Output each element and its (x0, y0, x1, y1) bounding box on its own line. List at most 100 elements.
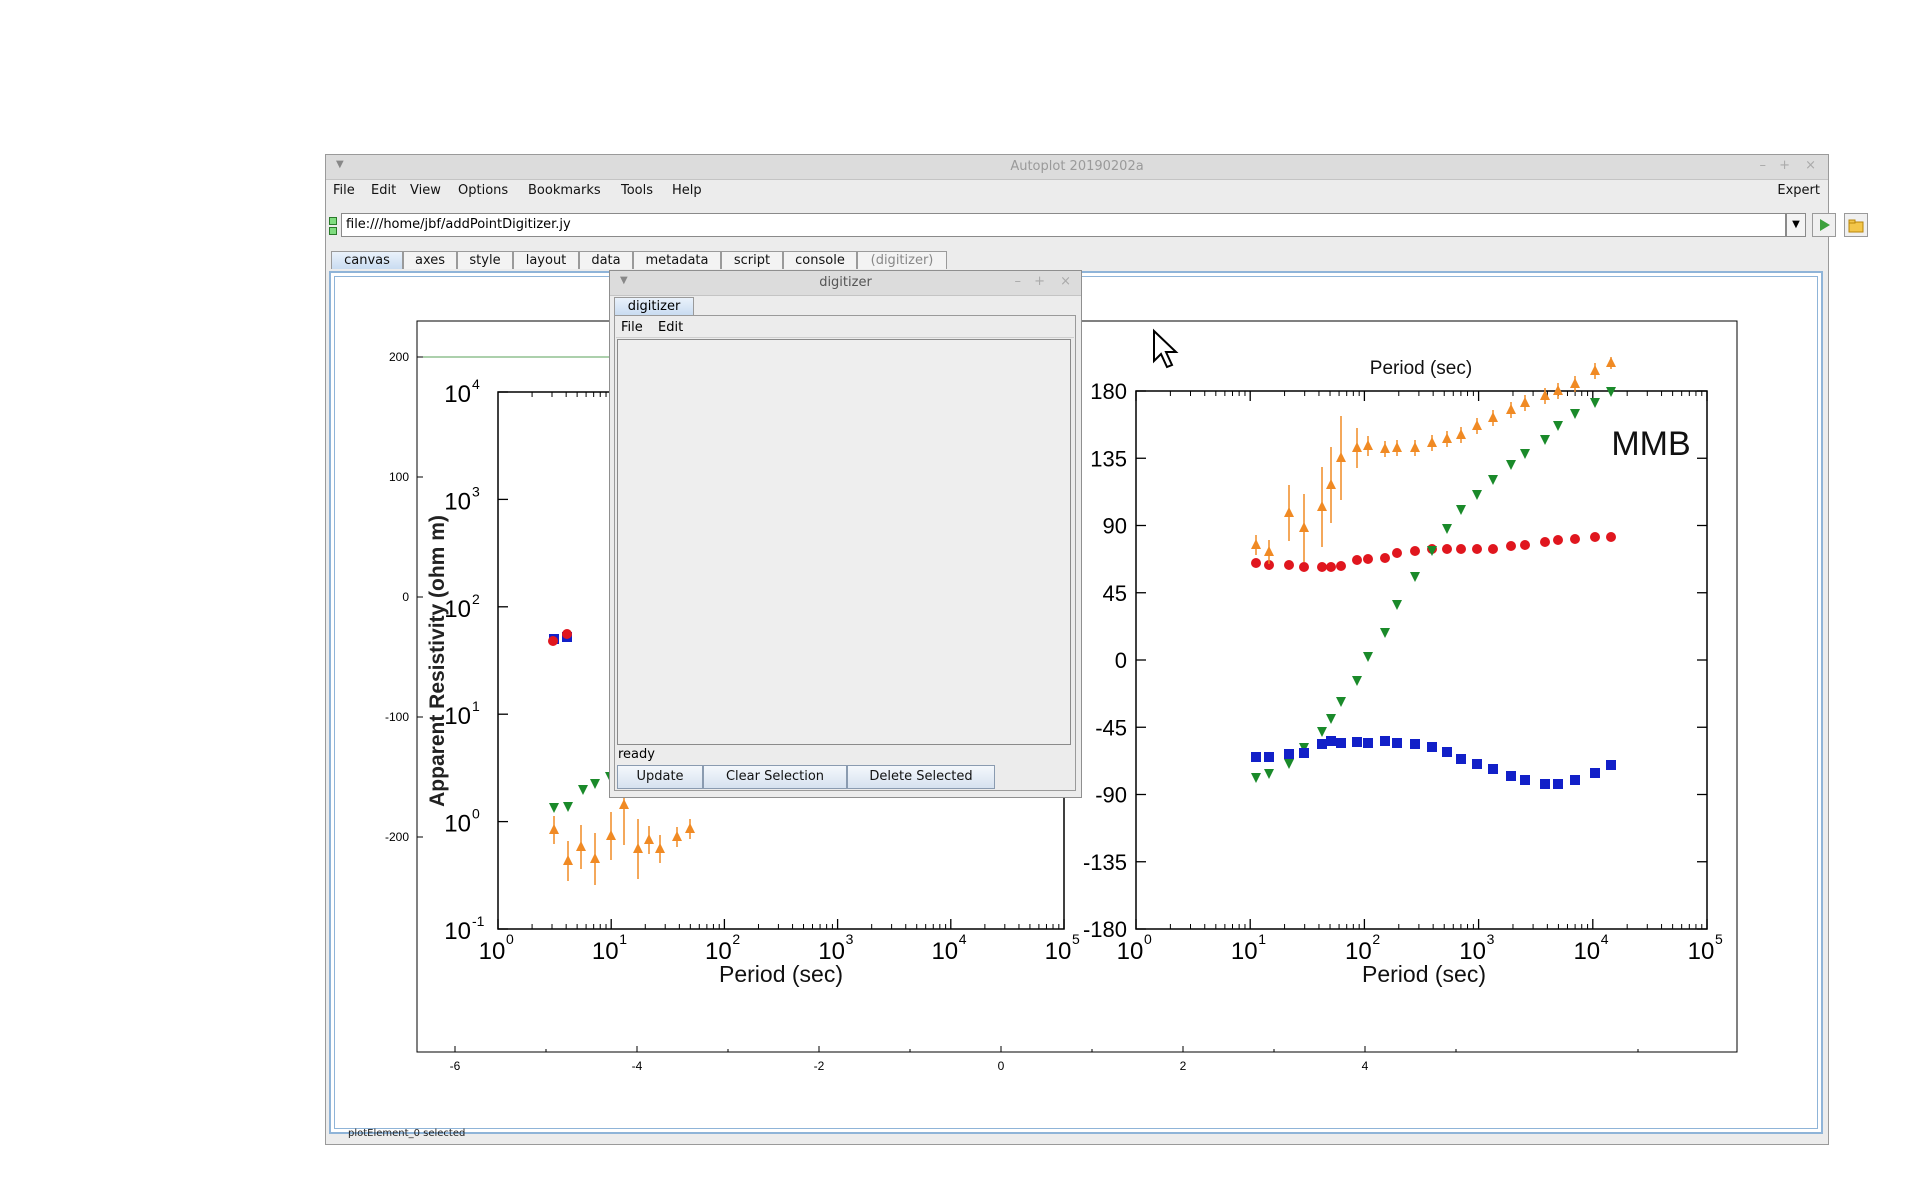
right-x-tick-exp: 2 (1372, 931, 1380, 947)
digitizer-titlebar[interactable]: ▼ digitizer – + × (610, 271, 1081, 296)
tab-axes[interactable]: axes (403, 251, 457, 269)
minimize-button[interactable]: – (1759, 158, 1767, 173)
digitizer-minimize-button[interactable]: – (1014, 274, 1022, 289)
blue-marker (1427, 742, 1437, 752)
blue-marker (1392, 738, 1402, 748)
folder-icon (1848, 219, 1864, 233)
outer-x-tick-label: -2 (814, 1059, 825, 1073)
tab-metadata[interactable]: metadata (633, 251, 721, 269)
chevron-down-icon: ▼ (1792, 219, 1800, 230)
menu-file[interactable]: File (333, 183, 355, 198)
outer-x-tick-label: 0 (998, 1059, 1005, 1073)
green-marker (1506, 460, 1516, 470)
orange-marker (633, 843, 643, 853)
right-panel-top-label: Period (sec) (1370, 358, 1472, 379)
address-bar: file:///home/jbf/addPointDigitizer.jy ▼ (326, 211, 1868, 241)
orange-marker (1442, 433, 1452, 443)
green-marker (1427, 546, 1437, 556)
blue-marker (1284, 749, 1294, 759)
menu-edit[interactable]: Edit (371, 183, 397, 198)
right-x-tick-label: 10 (1688, 938, 1715, 965)
green-marker (1352, 676, 1362, 686)
red-marker (1606, 532, 1616, 542)
blue-marker (1606, 760, 1616, 770)
close-button[interactable]: × (1805, 158, 1816, 173)
digitizer-menu-file[interactable]: File (621, 320, 643, 335)
menu-view[interactable]: View (410, 183, 441, 198)
tab-console[interactable]: console (783, 251, 857, 269)
right-y-tick-label: 90 (1103, 514, 1127, 539)
blue-marker (1590, 768, 1600, 778)
outer-y-tick-label: 100 (389, 470, 409, 484)
red-marker (1299, 562, 1309, 572)
orange-marker (1363, 440, 1373, 450)
menu-bookmarks[interactable]: Bookmarks (528, 183, 601, 198)
digitizer-title: digitizer (819, 275, 872, 290)
orange-marker (1264, 546, 1274, 556)
update-button[interactable]: Update (617, 765, 703, 789)
tab-style[interactable]: style (457, 251, 513, 269)
maximize-button[interactable]: + (1779, 158, 1790, 173)
green-marker (1456, 505, 1466, 515)
left-x-tick-label: 10 (479, 938, 506, 965)
outer-x-tick-label: -6 (450, 1059, 461, 1073)
play-icon (1820, 219, 1830, 231)
red-marker (1442, 544, 1452, 554)
run-button[interactable] (1812, 213, 1836, 237)
window-menu-icon[interactable]: ▼ (336, 159, 344, 170)
red-marker (1456, 544, 1466, 554)
green-marker (1251, 773, 1261, 783)
green-marker (1540, 435, 1550, 445)
red-marker (1520, 540, 1530, 550)
left-x-tick-label: 10 (705, 938, 732, 965)
status-text: plotElement_0 selected (348, 1128, 466, 1139)
address-input[interactable]: file:///home/jbf/addPointDigitizer.jy (341, 213, 1786, 237)
menu-tools[interactable]: Tools (621, 183, 654, 198)
right-y-tick-label: 180 (1090, 379, 1127, 404)
menu-help[interactable]: Help (672, 183, 702, 198)
digitizer-point-list[interactable] (617, 339, 1071, 745)
right-x-tick-exp: 5 (1715, 931, 1723, 947)
orange-marker (1456, 429, 1466, 439)
digitizer-maximize-button[interactable]: + (1034, 274, 1045, 289)
tab-data[interactable]: data (579, 251, 633, 269)
left-y-tick-label: 10 (444, 811, 471, 838)
orange-marker (1472, 420, 1482, 430)
open-button[interactable] (1844, 213, 1868, 237)
expert-menu[interactable]: Expert (1777, 183, 1820, 198)
green-marker (1392, 600, 1402, 610)
digitizer-close-button[interactable]: × (1060, 274, 1071, 289)
right-x-tick-exp: 1 (1258, 931, 1266, 947)
left-y-tick-exp: 0 (472, 806, 480, 822)
red-marker (1540, 537, 1550, 547)
blue-marker (1540, 779, 1550, 789)
right-y-tick-label: -135 (1083, 850, 1127, 875)
digitizer-window-menu-icon[interactable]: ▼ (620, 275, 628, 286)
right-x-tick-label: 10 (1573, 938, 1600, 965)
orange-marker (1553, 385, 1563, 395)
tab-script[interactable]: script (721, 251, 783, 269)
orange-marker (1488, 412, 1498, 422)
digitizer-dialog: ▼ digitizer – + × digitizer File Edit re… (609, 270, 1082, 798)
address-dropdown-button[interactable]: ▼ (1786, 213, 1806, 237)
window-titlebar[interactable]: ▼ Autoplot 20190202a – + × (326, 155, 1828, 180)
left-x-tick-exp: 1 (619, 931, 627, 947)
orange-marker (1410, 442, 1420, 452)
tab-digitizer[interactable]: (digitizer) (857, 251, 947, 269)
green-marker (1472, 490, 1482, 500)
red-marker (562, 629, 572, 639)
digitizer-tab[interactable]: digitizer (614, 297, 694, 315)
tab-layout[interactable]: layout (513, 251, 579, 269)
right-x-tick-exp: 3 (1487, 931, 1495, 947)
clear-selection-button[interactable]: Clear Selection (703, 765, 847, 789)
red-marker (1553, 535, 1563, 545)
digitizer-menu-edit[interactable]: Edit (658, 320, 684, 335)
menu-options[interactable]: Options (458, 183, 509, 198)
red-marker (1488, 544, 1498, 554)
digitizer-panel: File Edit ready Update Clear Selection D… (614, 315, 1076, 791)
delete-selected-button[interactable]: Delete Selected (847, 765, 995, 789)
right-y-tick-label: -90 (1095, 783, 1127, 808)
digitizer-menu-bar: File Edit (616, 317, 1074, 338)
tab-canvas[interactable]: canvas (331, 251, 403, 269)
